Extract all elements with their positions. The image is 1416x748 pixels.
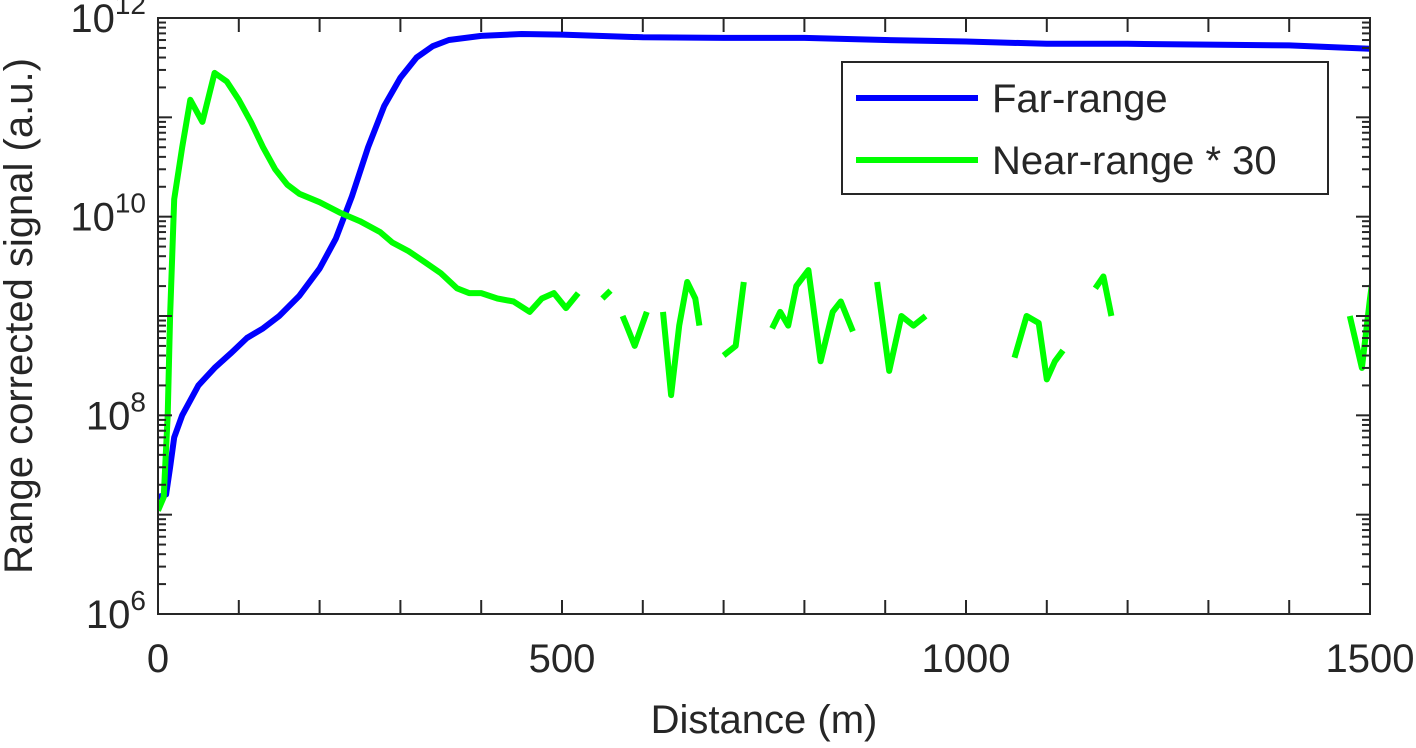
y-tick-label: 108 (86, 386, 146, 438)
series-line-1-segment-1 (600, 288, 613, 301)
y-tick-label: 1012 (70, 0, 146, 41)
axis-layer: 0 500 1000 1500 106 108 1010 1012 (70, 0, 1414, 681)
series-line-1-segment-6 (874, 281, 928, 374)
y-axis-label: Range corrected signal (a.u.) (0, 58, 41, 574)
legend-box (841, 61, 1329, 195)
y-tick-label: 1010 (70, 188, 146, 240)
series-layer (158, 31, 1370, 512)
x-tick-label: 500 (529, 637, 596, 681)
x-tick-label: 0 (147, 637, 169, 681)
series-line-0-segment-0 (158, 31, 1370, 501)
x-tick-label: 1500 (1326, 637, 1415, 681)
series-line-1-segment-8 (1092, 273, 1115, 317)
x-tick-label: 1000 (922, 637, 1011, 681)
y-tick-label: 106 (86, 585, 146, 637)
x-axis-label: Distance (m) (651, 698, 878, 742)
series-line-1-segment-0 (158, 69, 581, 512)
series-line-1-segment-4 (721, 281, 747, 358)
series-line-1-segment-3 (660, 279, 703, 399)
series-line-1-segment-9 (1346, 275, 1370, 371)
series-line-1-segment-5 (769, 267, 856, 365)
legend-label-0: Far-range (992, 77, 1168, 121)
legend: Far-range Near-range * 30 (841, 61, 1329, 195)
series-line-1-segment-2 (619, 310, 650, 349)
legend-label-1: Near-range * 30 (992, 139, 1277, 183)
series-line-1-segment-7 (1011, 313, 1066, 383)
